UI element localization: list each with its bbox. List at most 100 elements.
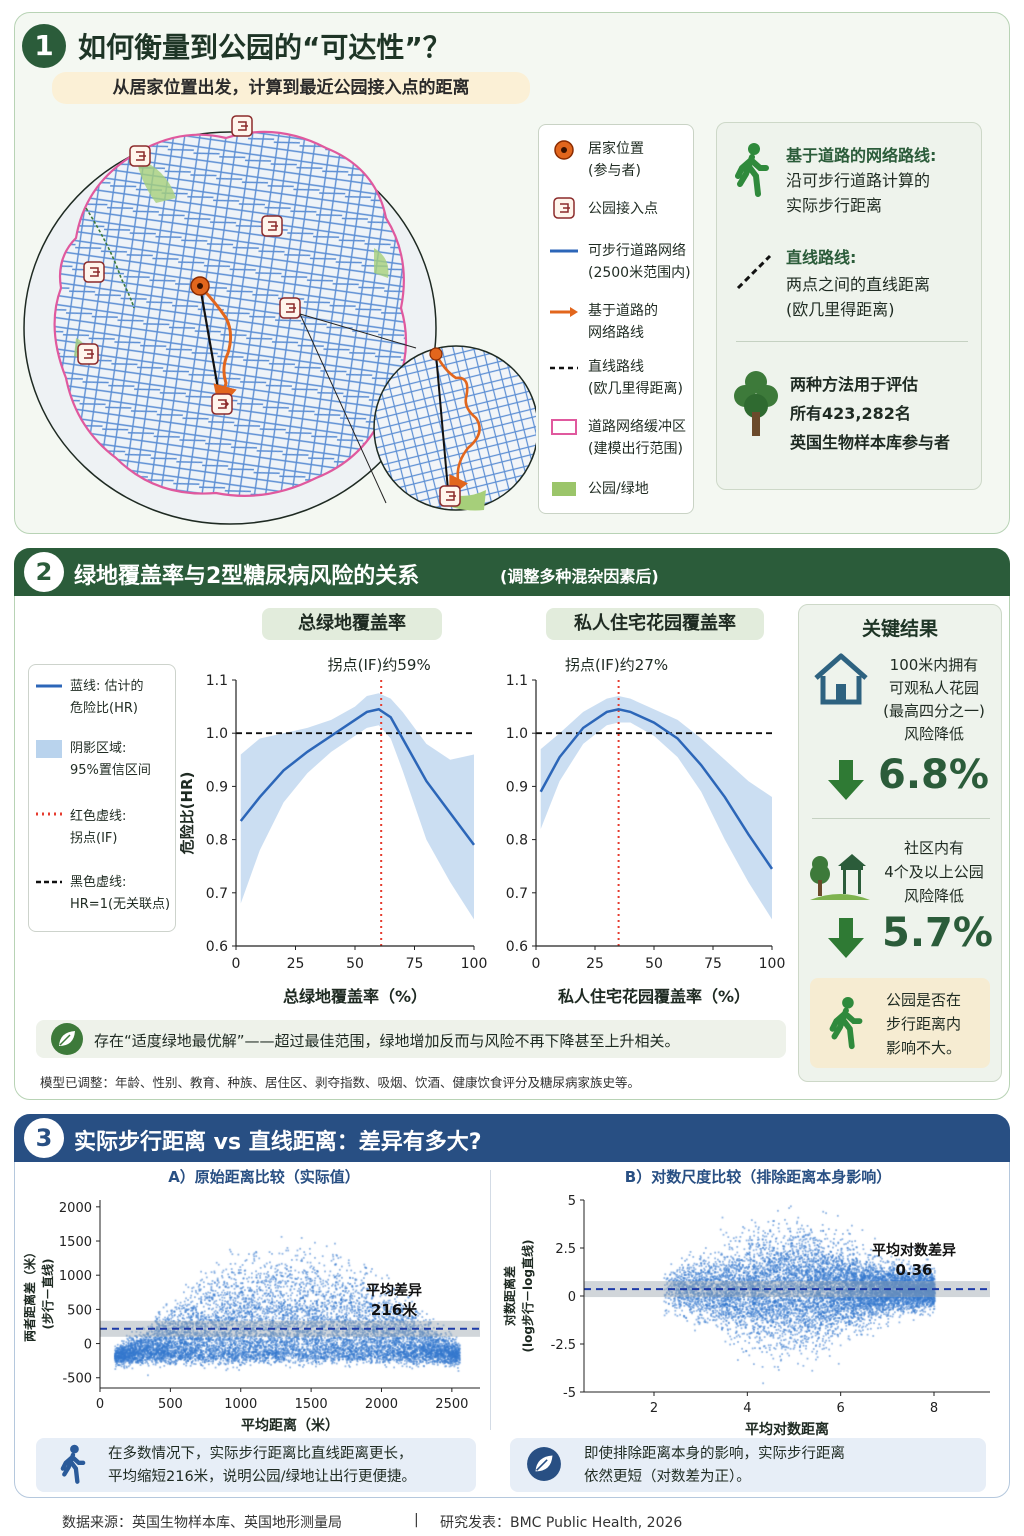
mean-value: 0.36	[895, 1261, 932, 1279]
section-1-title: 如何衡量到公园的“可达性”？	[78, 31, 451, 64]
section-2-title: 绿地覆盖率与2型糖尿病风险的关系	[74, 564, 420, 589]
legend-text-park: 公园/绿地	[588, 481, 649, 497]
info-divider	[736, 341, 968, 342]
key-divider	[812, 818, 990, 819]
x-tick-label: 25	[586, 956, 604, 972]
confidence-band	[540, 695, 772, 920]
down-arrow-icon	[828, 760, 864, 800]
scatter-a-title: A）原始距离比较（实际值）	[168, 1168, 360, 1186]
x-axis-title: 平均距离（米）	[241, 1417, 339, 1434]
x-tick-label: 100	[461, 956, 488, 972]
network-route-title: 基于道路的网络路线:	[786, 146, 937, 165]
inflection-label: 拐点(IF)约59%	[328, 656, 431, 674]
mean-band	[584, 1281, 990, 1298]
pink-box-icon	[551, 419, 577, 435]
y-tick-label: 0	[568, 1290, 576, 1305]
hr-legend-text-if: 红色虚线: 拐点(IF)	[70, 809, 127, 846]
chart2-title: 私人住宅花园覆盖率	[546, 608, 764, 640]
key-result-3-text: 公园是否在 步行距离内 影响不大。	[886, 991, 962, 1057]
y-tick-label: 1.1	[506, 673, 528, 689]
x-axis-title: 私人住宅花园覆盖率（%）	[558, 987, 750, 1006]
green-box-icon	[552, 482, 576, 496]
x-tick-label: 1500	[295, 1397, 328, 1412]
y-tick-label: 0.9	[206, 779, 228, 795]
evaluation-text: 两种方法用于评估 所有423,282名 英国生物样本库参与者	[790, 375, 951, 452]
leaf-icon	[527, 1447, 561, 1481]
section-2-header	[14, 548, 1010, 596]
mean-label: 平均对数差异	[872, 1242, 956, 1259]
x-tick-label: 0	[532, 956, 541, 972]
walking-person-icon	[735, 143, 769, 197]
walk-network-map	[23, 115, 536, 525]
home-marker-icon	[554, 140, 574, 160]
tree-icon	[734, 371, 778, 436]
optimum-note-bar	[36, 1020, 786, 1058]
legend-text-route: 基于道路的 网络路线	[588, 303, 658, 341]
x-tick-label: 0	[232, 956, 241, 972]
section-1-number: 1	[22, 24, 66, 68]
section-2-number: 2	[24, 552, 64, 592]
hr-chart-private-garden: 1.1 1.0 0.9 0.8 0.7 0.60 25 50 75 100 私人住宅花园覆盖率（%）…	[506, 656, 786, 1006]
x-tick-label: 25	[287, 956, 305, 972]
section-3-number: 3	[24, 1118, 64, 1158]
walking-note-box	[36, 1438, 476, 1492]
method-info-box	[716, 122, 982, 490]
footer-separator: |	[414, 1512, 419, 1528]
zoom-inset	[373, 345, 536, 511]
section-3-title: 实际步行距离 vs 直线距离：差异有多大?	[74, 1130, 482, 1155]
y-tick-label: 1.0	[506, 726, 528, 742]
straight-line-icon	[736, 254, 772, 290]
x-tick-label: 6	[837, 1401, 845, 1416]
x-tick-label: 2500	[435, 1397, 468, 1412]
legend-icons	[550, 140, 578, 496]
y-tick-label: 1000	[59, 1269, 92, 1284]
key-result-2-value: 5.7%	[882, 910, 993, 956]
y-tick-label: 0.6	[506, 939, 528, 955]
blue-shade-icon	[36, 740, 62, 758]
legend-text-network: 可步行道路网络 (2500米范围内)	[588, 243, 691, 281]
y-tick-label: 0.9	[506, 779, 528, 795]
hr-legend-text-ci: 阴影区域: 95%置信区间	[70, 741, 151, 778]
hr-chart-total-green: 1.1 1.0 0.9 0.8 0.7 0.60 25 50 75 100 总绿地覆盖率（%） 危险比…	[180, 656, 488, 1006]
y-axis-title-sub: (log步行－log直线)	[520, 1240, 535, 1353]
x-tick-label: 100	[759, 956, 786, 972]
legend-text-home: 居家位置 (参与者)	[588, 141, 644, 179]
y-tick-label: -5	[563, 1386, 576, 1401]
section-1-subtitle: 从居家位置出发，计算到最近公园接入点的距离	[52, 72, 530, 104]
park-entry-icon	[211, 393, 233, 415]
y-tick-label: 0.7	[506, 886, 528, 902]
hr-legend-text-line: 蓝线: 估计的 危险比(HR)	[70, 679, 144, 716]
y-tick-label: 5	[568, 1194, 576, 1209]
panel-divider	[490, 1170, 491, 1430]
x-tick-label: 0	[96, 1397, 104, 1412]
hr-curve	[239, 707, 476, 846]
mean-band	[100, 1320, 480, 1337]
x-tick-label: 50	[645, 956, 663, 972]
hr-curve	[539, 707, 774, 870]
legend-text-straight: 直线路线 (欧几里得距离)	[588, 359, 683, 397]
section-3-header	[14, 1114, 1010, 1162]
x-tick-label: 75	[406, 956, 424, 972]
y-axis-title: 危险比(HR)	[180, 772, 196, 855]
y-tick-label: 0.8	[206, 833, 228, 849]
key-result-1-text: 100米内拥有 可观私人花园 (最高四分之一) 风险降低	[883, 656, 985, 743]
log-note-box	[510, 1438, 986, 1492]
hr-legend-icons	[36, 684, 62, 884]
x-tick-label: 1000	[224, 1397, 257, 1412]
y-tick-label: 1500	[59, 1235, 92, 1250]
scatter-a-points	[20, 1190, 488, 1438]
x-axis-title: 平均对数距离	[745, 1421, 829, 1438]
x-tick-label: 500	[158, 1397, 183, 1412]
legend-text-buffer: 道路网络缓冲区 (建模出行范围)	[588, 419, 686, 457]
park-pavilion-icon	[810, 854, 870, 900]
key-result-2-text: 社区内有 4个及以上公园 风险降低	[884, 839, 984, 905]
y-tick-label: 0.7	[206, 886, 228, 902]
y-tick-label: 500	[67, 1303, 92, 1318]
log-note-text: 即使排除距离本身的影响，实际步行距离 依然更短（对数差为正）。	[584, 1446, 845, 1485]
y-tick-label: 1.0	[206, 726, 228, 742]
walking-person-icon	[60, 1444, 86, 1484]
footer-source: 数据来源：英国生物样本库、英国地形测量局	[62, 1515, 342, 1531]
inflection-label: 拐点(IF)约27%	[565, 656, 668, 674]
footer-publication: 研究发表：BMC Public Health, 2026	[440, 1515, 683, 1531]
scatter-a-axes: 2000 1500 1000 500 0 -500 0 500 1000 1500 2000 2500…	[22, 1200, 480, 1434]
